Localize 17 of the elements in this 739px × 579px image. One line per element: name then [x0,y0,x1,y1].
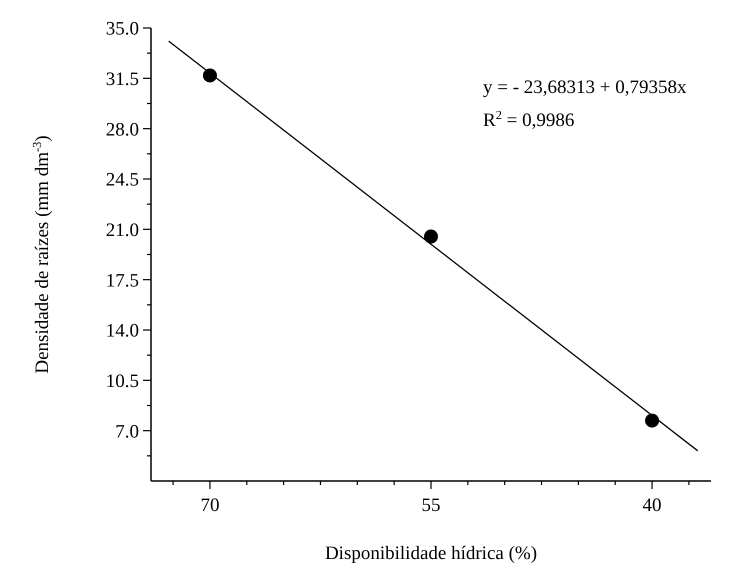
x-tick-label: 70 [200,495,220,516]
y-tick-label: 14.0 [106,320,139,342]
y-tick-label: 35.0 [106,18,139,40]
y-tick-label: 31.5 [106,68,139,90]
x-tick-label: 55 [422,495,440,516]
point [424,230,438,244]
y-tick-label: 7.0 [115,421,139,442]
annotation: R$^{2}$ = 0,9986 [483,108,574,131]
y-tick-label: 24.5 [106,170,139,191]
y-tick-label: 28.0 [106,119,139,140]
x-tick-label: 40 [642,495,662,516]
y-tick-label: 17.5 [106,270,139,292]
y-tick-label: 10.5 [106,370,139,392]
y-tick-label: 21.0 [106,220,139,241]
x-axis-title: Disponibilidade hídrica (%) [324,543,538,564]
annotation: y = - 23,68313 + 0,79358x [483,77,688,98]
point [645,414,660,428]
